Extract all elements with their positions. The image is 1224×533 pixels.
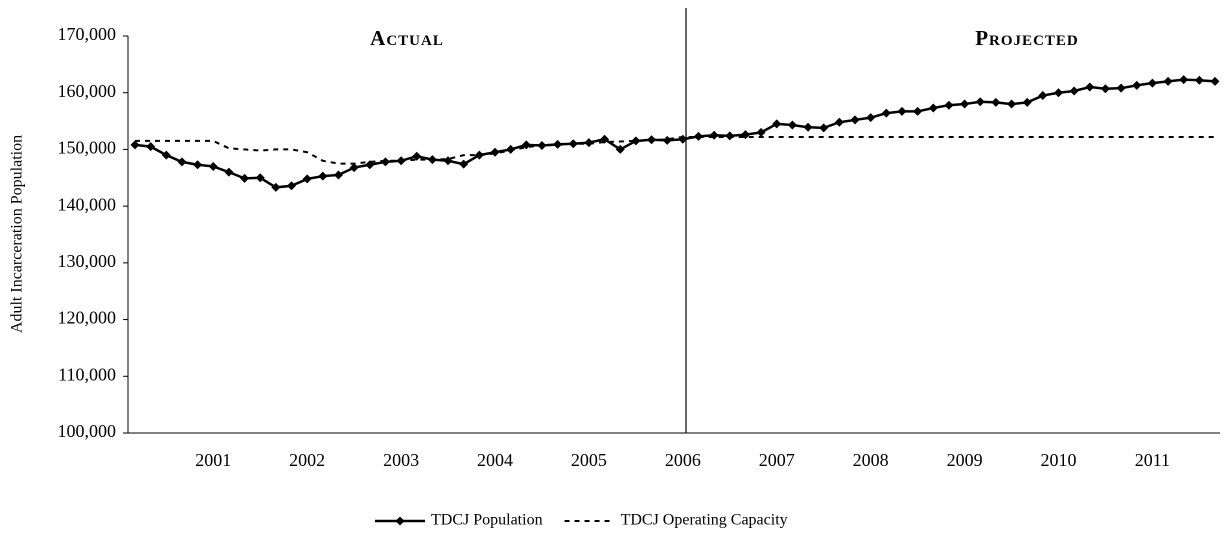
marker	[443, 156, 453, 166]
marker	[412, 151, 422, 161]
marker	[177, 157, 187, 167]
marker	[913, 106, 923, 116]
marker	[240, 173, 250, 183]
marker	[474, 150, 484, 160]
x-tick-label: 2007	[759, 450, 795, 470]
marker	[380, 157, 390, 167]
marker	[834, 117, 844, 127]
series-line	[134, 78, 1216, 189]
marker	[1163, 76, 1173, 86]
marker	[1069, 86, 1079, 96]
marker	[1210, 76, 1220, 86]
marker	[975, 97, 985, 107]
legend-label: TDCJ Operating Capacity	[621, 512, 788, 529]
marker	[1053, 88, 1063, 98]
y-tick-label: 110,000	[58, 364, 116, 384]
marker	[1179, 75, 1189, 85]
x-tick-label: 2010	[1040, 450, 1076, 470]
marker	[787, 120, 797, 130]
marker	[615, 144, 625, 154]
marker	[819, 123, 829, 133]
marker	[1194, 75, 1204, 85]
marker	[318, 171, 328, 181]
marker	[349, 163, 359, 173]
marker	[866, 113, 876, 123]
legend-marker	[395, 516, 405, 526]
marker	[287, 181, 297, 191]
marker	[631, 136, 641, 146]
annotation: Projected	[975, 26, 1079, 50]
marker	[881, 108, 891, 118]
marker	[756, 127, 766, 137]
marker	[553, 139, 563, 149]
x-tick-label: 2001	[195, 450, 231, 470]
x-tick-label: 2002	[289, 450, 325, 470]
x-tick-label: 2003	[383, 450, 419, 470]
marker	[991, 97, 1001, 107]
marker	[490, 147, 500, 157]
marker	[255, 173, 265, 183]
annotation: Actual	[370, 26, 444, 50]
marker	[944, 100, 954, 110]
y-axis-title: Adult Incarceration Population	[9, 135, 26, 333]
x-tick-label: 2009	[947, 450, 983, 470]
marker	[725, 131, 735, 141]
y-tick-label: 100,000	[58, 421, 117, 441]
marker	[584, 138, 594, 148]
marker	[928, 103, 938, 113]
marker	[302, 174, 312, 184]
marker	[193, 160, 203, 170]
marker	[1147, 78, 1157, 88]
marker	[1038, 91, 1048, 101]
marker	[459, 159, 469, 169]
marker	[1132, 80, 1142, 90]
marker	[208, 161, 218, 171]
legend-label: TDCJ Population	[431, 512, 543, 529]
marker	[897, 106, 907, 116]
y-tick-label: 140,000	[58, 194, 117, 214]
marker	[662, 135, 672, 145]
y-tick-label: 160,000	[58, 81, 117, 101]
series-line	[135, 135, 1215, 165]
y-tick-label: 150,000	[58, 138, 117, 158]
y-tick-label: 130,000	[58, 251, 117, 271]
x-tick-label: 2004	[477, 450, 513, 470]
marker	[271, 182, 281, 192]
x-tick-label: 2011	[1135, 450, 1170, 470]
marker	[1085, 82, 1095, 92]
marker	[693, 131, 703, 141]
marker	[803, 122, 813, 132]
marker	[960, 99, 970, 109]
marker	[506, 144, 516, 154]
marker	[1022, 97, 1032, 107]
marker	[1100, 84, 1110, 94]
marker	[1116, 83, 1126, 93]
x-tick-label: 2005	[571, 450, 607, 470]
y-tick-label: 170,000	[58, 24, 117, 44]
x-tick-label: 2008	[853, 450, 889, 470]
marker	[709, 130, 719, 140]
marker	[161, 150, 171, 160]
marker	[333, 170, 343, 180]
marker	[146, 142, 156, 152]
x-tick-label: 2006	[665, 450, 701, 470]
marker	[224, 167, 234, 177]
y-tick-label: 120,000	[58, 308, 117, 328]
marker	[130, 140, 140, 150]
marker	[850, 115, 860, 125]
marker	[1007, 99, 1017, 109]
marker	[772, 119, 782, 129]
